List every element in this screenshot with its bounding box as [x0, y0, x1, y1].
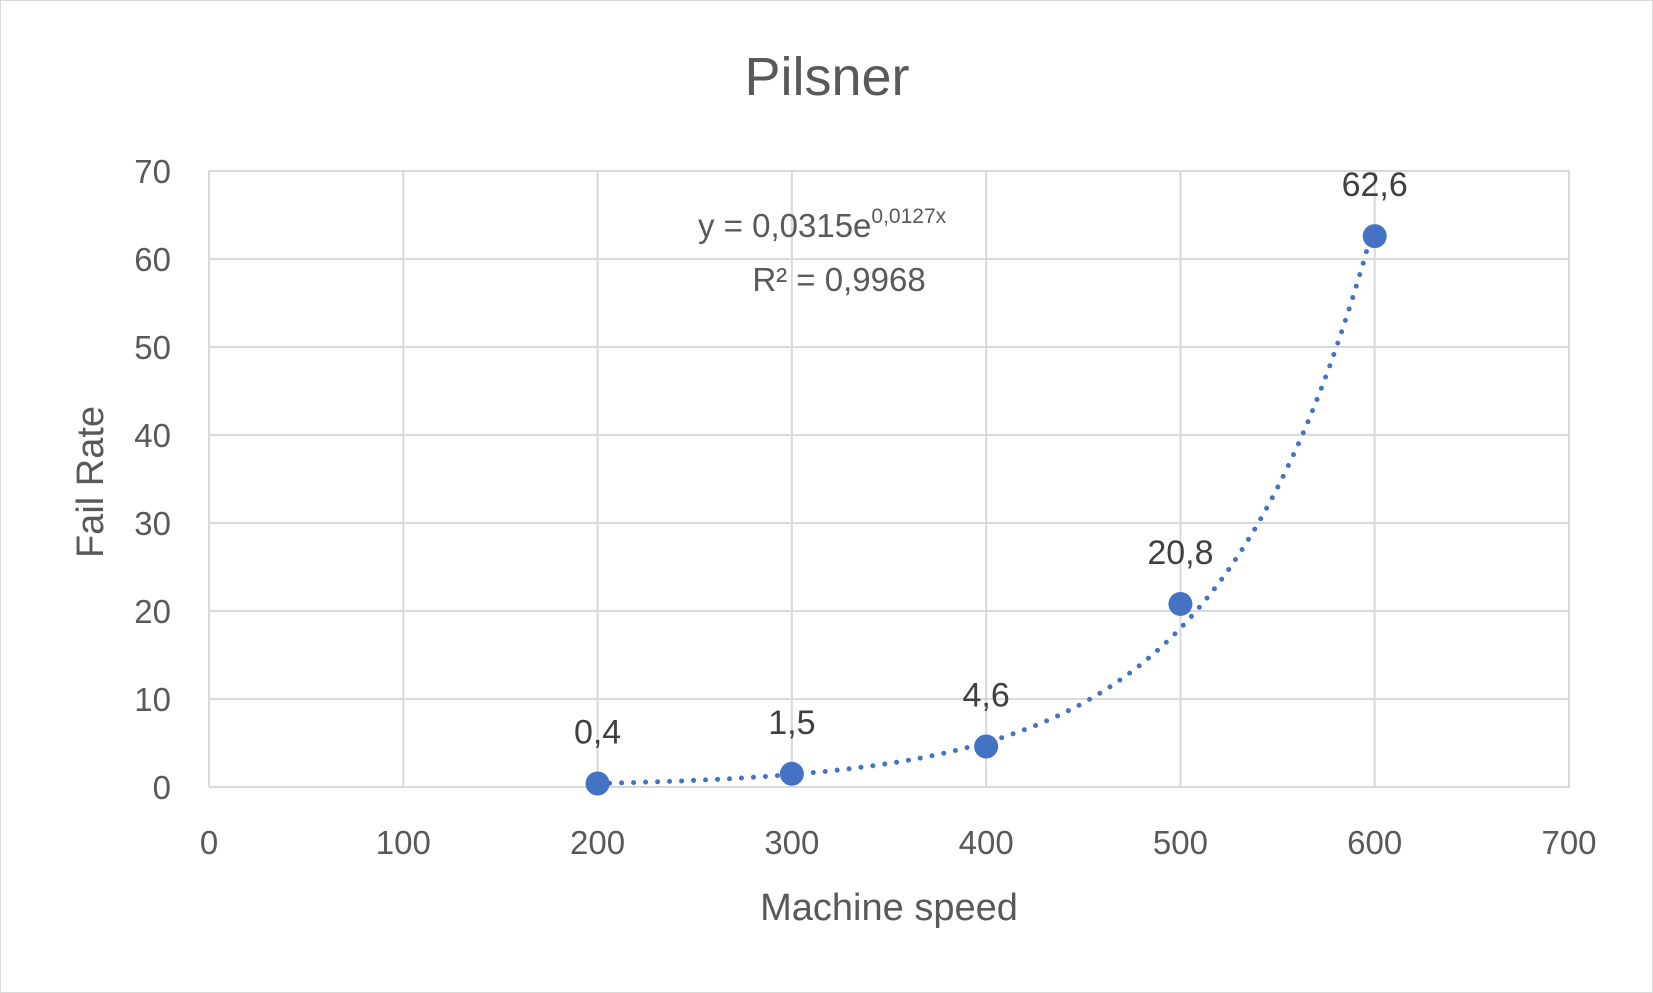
x-tick-label: 0	[200, 824, 218, 861]
data-point	[974, 734, 999, 759]
y-axis-label: Fail Rate	[70, 406, 112, 558]
data-point	[1362, 224, 1387, 249]
trendline	[595, 219, 1378, 786]
trendline-path	[595, 219, 1378, 786]
data-label: 4,6	[963, 677, 1010, 715]
y-tick-label: 60	[134, 241, 171, 278]
x-tick-label: 200	[570, 824, 625, 861]
y-tick-label: 40	[134, 417, 171, 454]
data-label: 1,5	[768, 704, 815, 742]
y-tick-label: 20	[134, 593, 171, 630]
data-label: 0,4	[574, 713, 621, 751]
y-tick-label: 30	[134, 505, 171, 542]
x-tick-label: 300	[764, 824, 819, 861]
data-labels: 0,4 1,5 4,6 20,8 62,6	[574, 166, 1408, 751]
trendline-equation-exponent: 0,0127x	[871, 205, 946, 228]
data-point	[779, 761, 804, 786]
tick-labels: 0 100 200 300 400 500 600 700 0 10 20 30 40 50 60 70	[134, 153, 1596, 861]
trendline-r-squared: R² = 0,9968	[752, 261, 925, 298]
x-tick-label: 600	[1347, 824, 1402, 861]
data-point	[1168, 591, 1193, 616]
trendline-equation-base: y = 0,0315e	[698, 207, 871, 244]
trendline-equation: y = 0,0315e0,0127x	[698, 205, 947, 244]
data-label: 62,6	[1342, 166, 1408, 204]
x-axis-label: Machine speed	[760, 887, 1018, 929]
y-tick-label: 50	[134, 329, 171, 366]
y-tick-label: 0	[153, 769, 171, 806]
x-tick-label: 100	[376, 824, 431, 861]
grid	[208, 170, 1570, 788]
x-tick-label: 400	[959, 824, 1014, 861]
data-points	[585, 224, 1387, 796]
data-point	[585, 771, 610, 796]
y-tick-label: 70	[134, 153, 171, 190]
chart-title: Pilsner	[744, 47, 909, 107]
x-tick-label: 500	[1153, 824, 1208, 861]
x-tick-label: 700	[1541, 824, 1596, 861]
y-tick-label: 10	[134, 681, 171, 718]
data-label: 20,8	[1147, 534, 1213, 572]
